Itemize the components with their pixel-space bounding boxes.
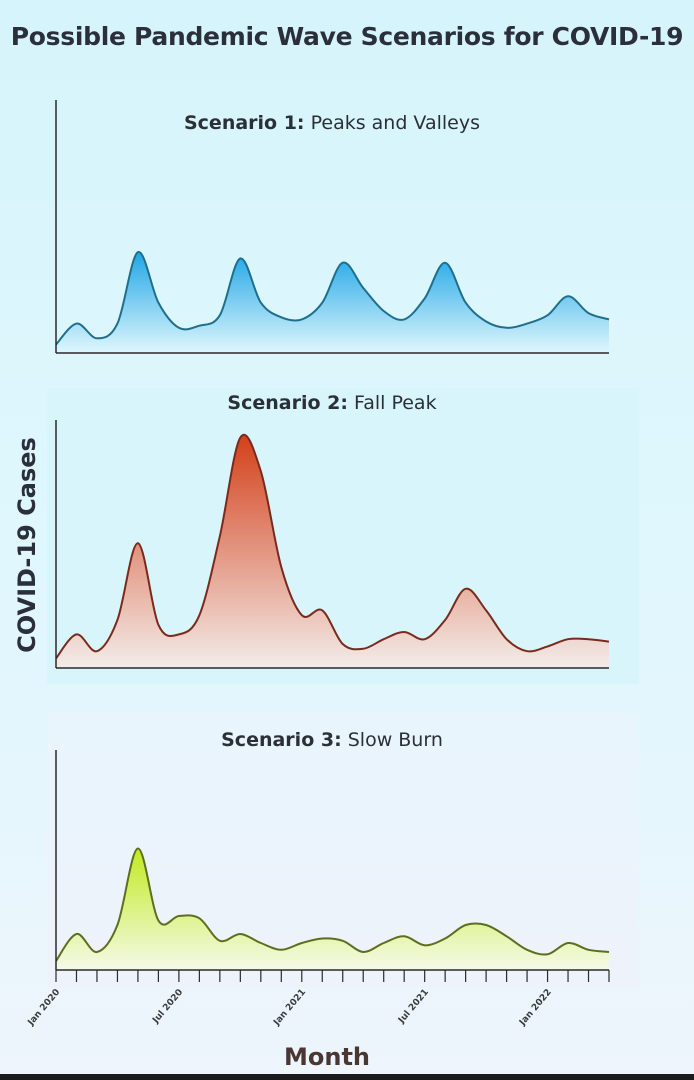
scenario-3-prefix: Scenario 3:: [221, 729, 342, 751]
x-tick-label: Jul 2021: [396, 988, 431, 1027]
x-tick-label: Jan 2020: [26, 988, 63, 1029]
scenario-1-name: Peaks and Valleys: [310, 112, 480, 134]
x-axis-label: Month: [283, 1043, 370, 1071]
scenario-3-name: Slow Burn: [347, 729, 443, 751]
scenario-1-area: [56, 251, 609, 353]
scenario-2-title: Scenario 2: Fall Peak: [52, 392, 612, 414]
scenario-2-prefix: Scenario 2:: [227, 392, 348, 414]
scenario-2-name: Fall Peak: [354, 392, 437, 414]
bottom-edge: [0, 1074, 694, 1080]
figure-title: Possible Pandemic Wave Scenarios for COV…: [10, 22, 684, 51]
scenario-3-area: [56, 848, 609, 970]
scenario-2-line: [55, 434, 610, 660]
scenario-3-title: Scenario 3: Slow Burn: [52, 729, 612, 751]
scenario-2-area: [56, 434, 609, 668]
scenario-3-line: [55, 847, 610, 962]
scenario-1-title: Scenario 1: Peaks and Valleys: [52, 112, 612, 134]
x-tick-label: Jan 2022: [517, 988, 554, 1029]
scenario-1-prefix: Scenario 1:: [183, 112, 305, 134]
x-tick-label: Jul 2020: [151, 988, 186, 1027]
scenario-1-line: [55, 251, 610, 346]
x-tick-label: Jan 2021: [271, 988, 308, 1029]
